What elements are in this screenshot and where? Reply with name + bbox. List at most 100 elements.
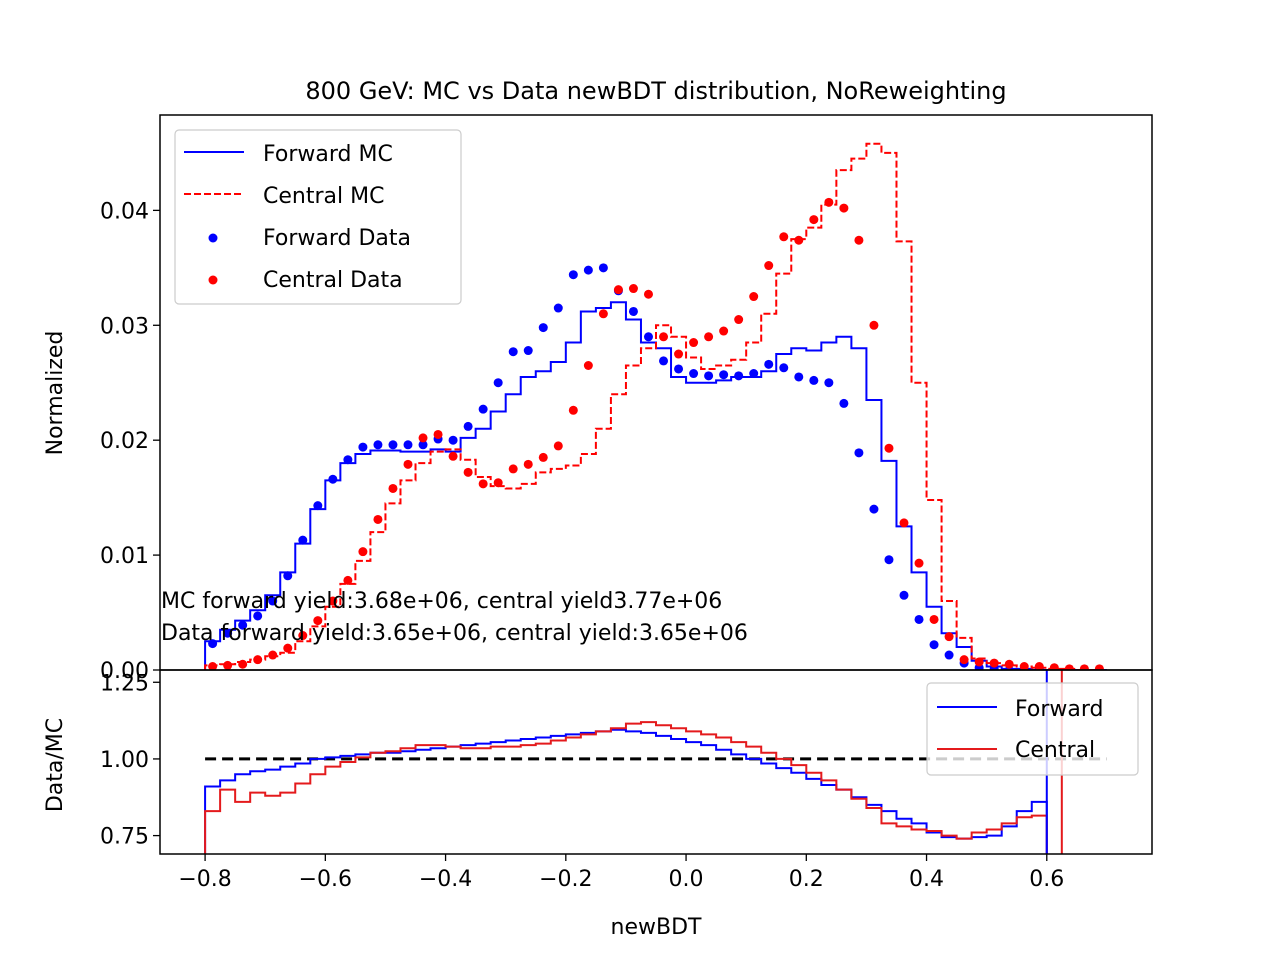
forward-data-point [478,404,488,414]
central-data-point [208,662,218,670]
forward-data-point [313,501,323,511]
central-data-point [659,332,669,342]
central-data-point [869,320,879,330]
legend-forward-data-label: Forward Data [263,226,411,251]
central-ratio-line [204,721,1048,854]
central-data-point [418,433,428,443]
ratio-axes-frame [159,669,1153,855]
main-y-ticks: 0.00 0.01 0.02 0.03 0.04 [100,199,160,684]
central-data-point [373,514,383,524]
forward-data-point [388,440,398,450]
central-data-point [704,332,714,342]
ratio-xtick-label: −0.4 [419,867,472,892]
ratio-xtick-label: 0.0 [669,867,704,892]
ratio-xtick-label: −0.6 [299,867,352,892]
central-data-point [478,479,488,489]
central-data-point [749,292,759,302]
central-data-point [854,235,864,245]
central-data-point [238,659,248,669]
forward-data-point [704,371,714,381]
chart-title: 800 GeV: MC vs Data newBDT distribution,… [305,77,1006,105]
data-yield-annotation: Data forward yield:3.65e+06, central yie… [161,621,748,646]
central-data-point [268,650,278,660]
ratio-ylabel: Data/MC [43,718,68,812]
central-data-point [1004,659,1014,669]
central-data-point [448,451,458,461]
central-data-point [674,349,684,359]
forward-data-point [403,440,413,450]
central-data-point [1064,664,1074,670]
central-data-point [283,643,293,653]
central-data-point [1094,664,1104,670]
central-data-point [974,657,984,667]
forward-data-point [358,442,368,452]
forward-data-point [463,421,473,431]
forward-data-point [944,650,954,660]
forward-data-point [734,371,744,381]
forward-data-point [749,369,759,379]
central-data-point [628,284,638,294]
central-data-point [839,203,849,213]
central-data-point [944,632,954,642]
forward-mc-step-line [204,301,1107,670]
central-data-point [358,547,368,557]
forward-data-point [809,375,819,385]
central-data-point [388,483,398,493]
forward-data-point [764,359,774,369]
forward-data-point [659,356,669,366]
legend-forward-data-marker [208,233,218,243]
central-data-point [568,405,578,415]
ratio-xtick-label: −0.8 [178,867,231,892]
forward-data-point [343,455,353,465]
forward-data-point [689,369,699,379]
forward-data-point [418,440,428,450]
forward-data-point [914,614,924,624]
legend-forward-mc-label: Forward MC [263,142,393,167]
forward-data-point [839,398,849,408]
forward-data-point [568,270,578,280]
legend-forward-label: Forward [1015,697,1103,722]
central-data-point [989,658,999,668]
main-legend: Forward MC Central MC Forward Data Centr… [174,129,462,305]
central-data-point [1079,664,1089,670]
main-ylabel: Normalized [43,331,68,456]
main-ytick-label: 0.01 [100,544,149,569]
forward-data-point [298,535,308,545]
main-ytick-label: 0.04 [100,199,149,224]
ratio-xtick-label: 0.2 [789,867,824,892]
central-data-point [809,215,819,225]
forward-data-point [643,332,653,342]
central-data-point [914,558,924,568]
forward-data-point [779,363,789,373]
central-data-point [433,429,443,439]
central-data-point [1034,662,1044,670]
forward-ratio-line [204,728,1048,854]
central-data-point [884,443,894,453]
central-data-point [613,285,623,295]
forward-data-point [854,448,864,458]
main-ytick-label: 0.00 [100,659,149,684]
forward-data-point [208,639,218,649]
central-data-point [553,441,563,451]
forward-data-point [929,640,939,650]
legend-central-data-marker [208,275,218,285]
central-data-point [794,235,804,245]
forward-data-point [598,263,608,273]
ratio-xtick-label: 0.6 [1029,867,1064,892]
main-ytick-label: 0.03 [100,314,149,339]
central-data-point [538,452,548,462]
central-data-point [689,338,699,348]
ratio-ytick-label: 0.75 [100,825,149,850]
central-data-point [493,478,503,488]
forward-data-point [523,346,533,356]
central-data-point [929,614,939,624]
forward-data-point [448,435,458,445]
central-data-point [899,518,909,528]
central-data-point [463,467,473,477]
main-plot [204,142,1107,670]
central-data-point [779,232,789,242]
forward-data-point [493,378,503,388]
central-data-point [313,616,323,626]
ratio-ytick-label: 1.00 [100,748,149,773]
